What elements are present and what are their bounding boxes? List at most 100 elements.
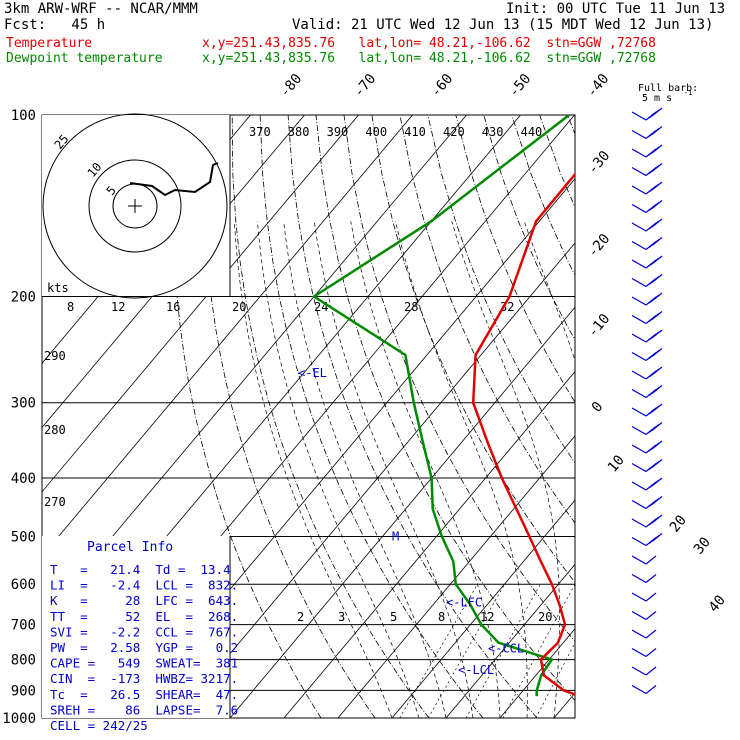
temperature-location: x,y=251.43,835.76 lat,lon= 48.21,-106.62… [202, 36, 656, 51]
wind-barb [631, 385, 663, 399]
parcel-info-row: PW = 2.58 YGP = 0.2 [50, 640, 238, 655]
isotherm-line [499, 628, 575, 718]
isotherm-label: 0 [589, 399, 607, 416]
isotherm-label: -10 [585, 311, 614, 341]
theta-e-label: 370 [249, 125, 271, 139]
wind-barb-flag [651, 255, 663, 265]
wind-barb-flag [651, 144, 663, 154]
parcel-info-row: Tc = 26.5 SHEAR= 47. [50, 687, 238, 702]
isotherm-label: -30 [585, 148, 614, 178]
moist-adiabat [233, 221, 393, 718]
parcel-info-title: Parcel Info [87, 540, 173, 555]
isotherm-label: -60 [428, 71, 457, 101]
wind-barb-flag [645, 666, 657, 676]
wind-barb [631, 477, 663, 491]
wind-barb-flag [651, 496, 663, 505]
dry-adiabat [679, 115, 740, 718]
wind-barb [631, 200, 663, 214]
wind-barb [631, 366, 663, 380]
wind-barb-staff [631, 518, 647, 528]
wind-barb-staff [631, 666, 647, 676]
theta-e-label: 440 [521, 125, 543, 139]
wind-barb [631, 684, 657, 695]
wind-barb-staff [631, 240, 647, 251]
wind-barb-flag [651, 366, 663, 376]
wind-barb [631, 144, 663, 158]
dry-adiabat [567, 115, 575, 136]
wind-barb [631, 403, 663, 417]
wind-barb-staff [631, 148, 647, 158]
pressure-tick-label: 500 [11, 529, 36, 545]
wind-barb [631, 274, 663, 288]
isotherm-label: -70 [351, 71, 380, 101]
mixing-ratio-low-label: 12 [480, 610, 494, 624]
wind-barb-staff [631, 573, 647, 584]
dry-adiabat [539, 115, 575, 209]
isotherm-label: 10 [605, 452, 628, 475]
wind-barb-flag [651, 126, 663, 135]
wind-barb [631, 666, 657, 676]
wind-barb-flag [645, 555, 657, 565]
mixing-ratio-label: 20 [232, 300, 246, 314]
theta-label: 290 [44, 349, 66, 363]
wind-barb-flag [651, 163, 663, 172]
theta-label: 280 [44, 423, 66, 437]
moist-adiabat [523, 221, 575, 362]
wind-barb-flag [651, 237, 663, 246]
wind-barb-flag [651, 440, 663, 450]
model-title: 3km ARW-WRF -- NCAR/MMM [4, 1, 198, 17]
wind-barb-flag [651, 200, 663, 209]
wind-barb [631, 422, 663, 436]
parcel-info-row: CIN = -173 HWBZ= 3217. [50, 671, 238, 686]
wind-barb [631, 218, 663, 232]
wind-barb-flag [645, 592, 657, 602]
wind-barb-staff [631, 555, 647, 565]
wind-barb-flag [651, 385, 663, 394]
pressure-tick-label: 200 [11, 290, 36, 306]
wind-barb-flag [645, 574, 657, 583]
wind-barb-staff [631, 333, 647, 343]
level-annotation: <-EL [298, 366, 327, 380]
wind-barb [631, 237, 663, 251]
wind-barb-flag [651, 218, 663, 228]
dry-adiabat [231, 115, 430, 718]
pressure-tick-label: 400 [11, 471, 36, 487]
wind-barb-staff [631, 592, 647, 602]
moist-adiabat [635, 221, 717, 718]
dry-adiabat [287, 115, 538, 718]
dry-adiabat [624, 115, 740, 718]
wind-barb-staff [631, 351, 647, 362]
theta-label: 270 [44, 495, 66, 509]
wind-barb-flag [651, 329, 663, 339]
wind-barb-flag [651, 477, 663, 487]
wind-barb-staff [631, 425, 647, 436]
parcel-info-row: LI = -2.4 LCL = 832. [50, 578, 238, 593]
hodograph-ring [42, 113, 228, 299]
isotherm-label: -50 [506, 71, 535, 101]
wind-barb-staff [631, 388, 647, 399]
wind-barb-flag [651, 514, 663, 524]
wind-barb [631, 126, 663, 140]
wind-barb-staff [631, 407, 647, 417]
init-time: Init: 00 UTC Tue 11 Jun 13 [506, 1, 726, 17]
wind-barb-staff [631, 481, 647, 491]
wind-barb [631, 533, 663, 547]
pressure-tick-label: 900 [11, 683, 36, 699]
level-annotation: <-LCL [458, 663, 494, 677]
dewpoint-label: Dewpoint temperature [6, 51, 163, 66]
moist-adiabat [313, 221, 474, 718]
isotherm-label: 20 [667, 512, 690, 535]
wind-barb-staff [631, 111, 647, 121]
moist-adiabat [257, 221, 420, 718]
wind-barb-flag [651, 311, 663, 320]
wind-barb-staff [631, 222, 647, 232]
dry-adiabat [511, 115, 575, 276]
isotherm-line [608, 115, 740, 718]
isotherm-line [283, 370, 575, 718]
isotherm-line [716, 115, 740, 718]
parcel-info-row: T = 21.4 Td = 13.4 [50, 562, 231, 577]
temperature-line [471, 172, 575, 696]
theta-e-label: 400 [365, 125, 387, 139]
theta-e-label: 380 [288, 125, 310, 139]
